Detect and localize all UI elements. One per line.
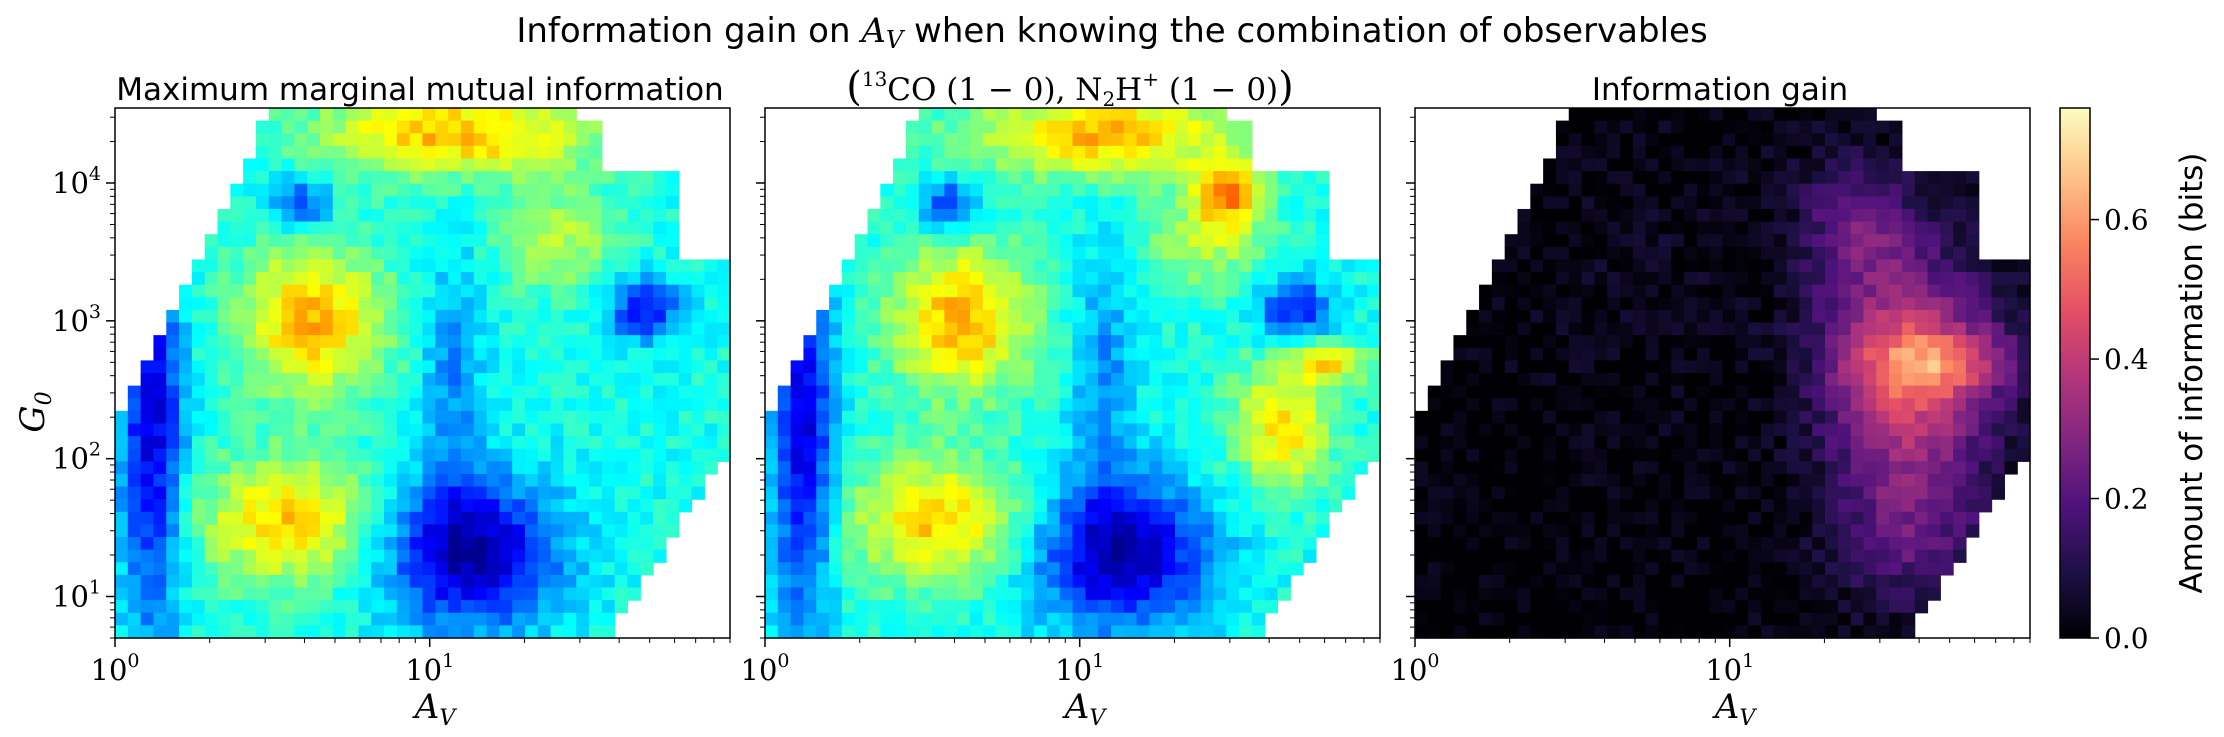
x-axis-label-3: AV bbox=[1712, 687, 1758, 731]
suptitle: Information gain on AV when knowing the … bbox=[516, 11, 1707, 54]
colorbar-gradient bbox=[2060, 108, 2090, 638]
x-tick-label: 100 bbox=[741, 650, 790, 687]
y-tick-label: 104 bbox=[52, 163, 101, 200]
colorbar-tick-label: 0.2 bbox=[2104, 483, 2149, 516]
x-tick-label: 101 bbox=[1055, 650, 1104, 687]
axes-frame bbox=[764, 107, 1381, 639]
panel-1-title: Maximum marginal mutual information bbox=[116, 72, 723, 108]
panel-2-title: (13CO (1 − 0), N2H+ (1 − 0)) bbox=[846, 64, 1294, 111]
colorbar-tick-label: 0.4 bbox=[2104, 343, 2149, 376]
y-tick-label: 102 bbox=[52, 439, 101, 476]
y-tick-label: 101 bbox=[52, 577, 101, 614]
colorbar-label: Amount of information (bits) bbox=[2174, 153, 2210, 594]
y-axis-label: G0 bbox=[13, 391, 57, 432]
x-axis-label-2: AV bbox=[1062, 687, 1108, 731]
x-tick-label: 101 bbox=[405, 650, 454, 687]
colorbar-tick-label: 0.0 bbox=[2104, 622, 2149, 655]
panel-information-gain: 100 101 bbox=[1391, 107, 2031, 687]
panel-13co-n2h-combination: 100 101 bbox=[741, 107, 1381, 687]
x-axis-label-1: AV bbox=[412, 687, 458, 731]
x-tick-label: 101 bbox=[1705, 650, 1754, 687]
y-tick-label: 103 bbox=[52, 301, 101, 338]
x-tick-label: 100 bbox=[91, 650, 140, 687]
colorbar: 0.0 0.2 0.4 0.6 bbox=[2059, 107, 2149, 655]
colorbar-tick-label: 0.6 bbox=[2104, 204, 2149, 237]
axes-frame bbox=[114, 107, 731, 639]
panel-3-title: Information gain bbox=[1592, 72, 1848, 108]
x-tick-label: 100 bbox=[1391, 650, 1440, 687]
panel-max-marginal-mutual-information: 100 101 101 102 103 104 bbox=[52, 107, 731, 687]
colorbar-frame bbox=[2059, 107, 2091, 639]
axes-frame bbox=[1414, 107, 2031, 639]
